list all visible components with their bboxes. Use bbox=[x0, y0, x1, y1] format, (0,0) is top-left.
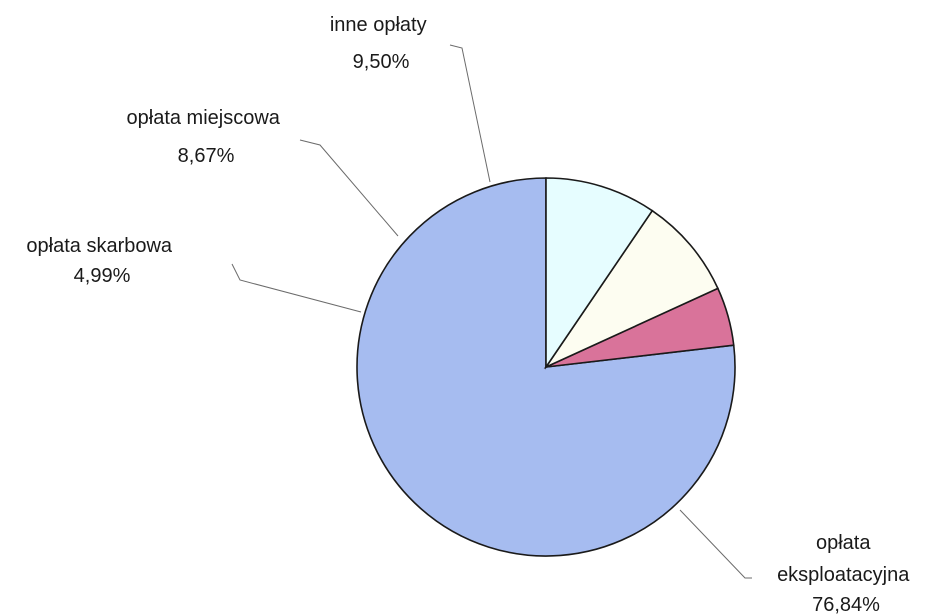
leader-line-inne bbox=[449, 44, 491, 183]
slice-value-miejscowa: 8,67% bbox=[178, 145, 235, 167]
slice-value-inne: 9,50% bbox=[353, 51, 410, 73]
slice-label-inne-line-1: inne opłaty bbox=[330, 14, 427, 36]
leader-line-eksploatacyjna bbox=[679, 509, 752, 579]
pie-slice-inne bbox=[545, 177, 654, 370]
slice-label-eksploatacyjna-line-2: eksploatacyjna bbox=[777, 564, 910, 586]
slice-label-eksploatacyjna-line-1: opłata bbox=[816, 532, 871, 554]
slice-label-skarbowa: opłata skarbowa 4,99% bbox=[26, 235, 177, 287]
slice-label-eksploatacyjna: opłata eksploatacyjna 76,84% bbox=[777, 532, 915, 615]
slice-label-miejscowa-line-1: opłata miejscowa bbox=[127, 107, 281, 129]
leader-line-miejscowa bbox=[299, 139, 399, 237]
leader-lines-layer bbox=[231, 44, 752, 579]
slice-value-skarbowa: 4,99% bbox=[74, 265, 131, 287]
labels-layer: opłata eksploatacyjna 76,84% opłata skar… bbox=[26, 14, 915, 615]
slice-label-miejscowa: opłata miejscowa 8,67% bbox=[127, 107, 286, 167]
slice-label-inne: inne opłaty 9,50% bbox=[330, 14, 432, 73]
slices-layer bbox=[356, 177, 736, 557]
slice-label-skarbowa-line-1: opłata skarbowa bbox=[26, 235, 173, 257]
leader-line-skarbowa bbox=[231, 263, 362, 313]
pie-slice-eksploatacyjna bbox=[356, 177, 736, 557]
pie-slice-miejscowa bbox=[543, 209, 719, 369]
slice-value-eksploatacyjna: 76,84% bbox=[812, 594, 880, 615]
